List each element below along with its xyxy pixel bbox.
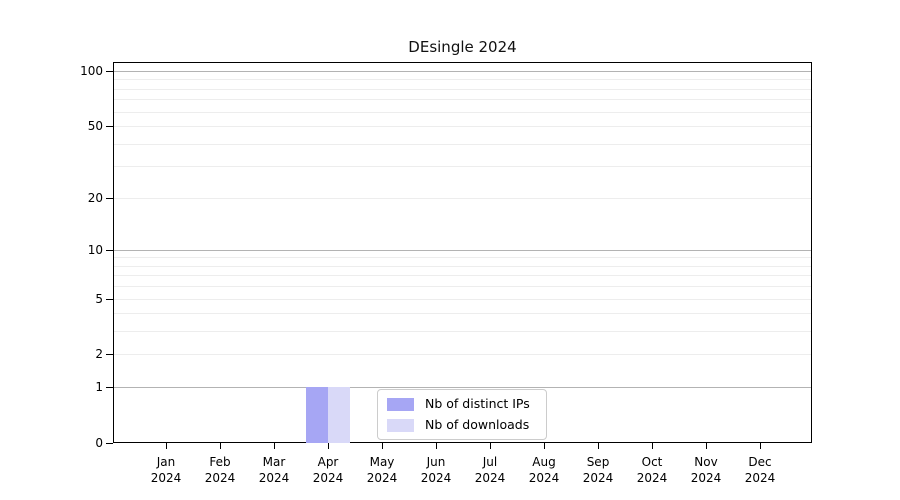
x-tick-mark	[220, 442, 221, 449]
x-tick-mark	[274, 442, 275, 449]
y-tick-label: 2	[95, 347, 103, 362]
x-tick-mark	[598, 442, 599, 449]
legend-swatch-downloads	[387, 418, 414, 432]
x-tick-label: Nov 2024	[690, 455, 722, 485]
y-gridline-minor	[114, 143, 811, 145]
legend-swatch-distinct-ips	[387, 397, 414, 411]
y-gridline-minor	[114, 286, 811, 288]
x-tick-mark	[652, 442, 653, 449]
x-tick-label: Sep 2024	[582, 455, 614, 485]
y-tick-mark	[106, 197, 113, 199]
y-gridline-minor	[114, 166, 811, 168]
y-gridline-major	[114, 387, 811, 389]
y-gridline-minor	[114, 197, 811, 199]
x-tick-mark	[544, 442, 545, 449]
legend: Nb of distinct IPs Nb of downloads	[377, 389, 547, 440]
x-tick-label: Apr 2024	[312, 455, 344, 485]
legend-label-distinct-ips: Nb of distinct IPs	[425, 396, 530, 411]
y-gridline-minor	[114, 99, 811, 101]
x-tick-label: Oct 2024	[636, 455, 668, 485]
y-gridline-major	[114, 249, 811, 251]
x-tick-mark	[382, 442, 383, 449]
x-tick-label: Jun 2024	[420, 455, 452, 485]
y-gridline-minor	[114, 298, 811, 300]
x-tick-label: Dec 2024	[744, 455, 776, 485]
y-tick-label: 0	[95, 436, 103, 450]
y-tick-label: 5	[95, 291, 103, 306]
legend-label-downloads: Nb of downloads	[425, 417, 530, 432]
x-tick-label: Jul 2024	[474, 455, 506, 485]
y-tick-mark	[106, 443, 113, 444]
bar	[306, 387, 328, 443]
x-tick-label: May 2024	[366, 455, 398, 485]
y-gridline-minor	[114, 79, 811, 81]
x-tick-mark	[706, 442, 707, 449]
x-tick-label: Feb 2024	[204, 455, 236, 485]
y-gridline-minor	[114, 111, 811, 113]
y-gridline-minor	[114, 313, 811, 315]
x-tick-label: Aug 2024	[528, 455, 560, 485]
x-tick-label: Jan 2024	[150, 455, 182, 485]
legend-item-distinct-ips: Nb of distinct IPs	[387, 396, 537, 412]
y-tick-label: 50	[87, 119, 103, 134]
y-tick-label: 20	[87, 190, 103, 205]
y-tick-mark	[106, 387, 113, 389]
x-tick-mark	[760, 442, 761, 449]
y-gridline-minor	[114, 88, 811, 90]
y-tick-mark	[106, 126, 113, 128]
x-tick-mark	[490, 442, 491, 449]
y-gridline-minor	[114, 265, 811, 267]
x-tick-mark	[166, 442, 167, 449]
y-tick-mark	[106, 354, 113, 356]
y-tick-label: 1	[95, 380, 103, 395]
x-tick-mark	[436, 442, 437, 449]
y-gridline-minor	[114, 275, 811, 277]
y-gridline-minor	[114, 354, 811, 356]
y-gridline-minor	[114, 126, 811, 128]
y-gridline-minor	[114, 331, 811, 333]
y-tick-mark	[106, 249, 113, 251]
x-tick-label: Mar 2024	[258, 455, 290, 485]
x-tick-mark	[328, 442, 329, 449]
plot-area: 0 1 2 5 10 20 50 100 Jan 2024 Feb 2024 Mar 2024 Apr 202…	[80, 62, 812, 485]
y-gridline-major	[114, 71, 811, 72]
legend-item-downloads: Nb of downloads	[387, 417, 537, 433]
y-tick-mark	[106, 298, 113, 300]
bar	[328, 387, 350, 443]
y-tick-label: 100	[80, 64, 103, 78]
y-tick-mark	[106, 71, 113, 72]
y-tick-label: 10	[87, 242, 103, 257]
y-gridline-minor	[114, 257, 811, 259]
chart-title: DEsingle 2024	[408, 38, 517, 56]
